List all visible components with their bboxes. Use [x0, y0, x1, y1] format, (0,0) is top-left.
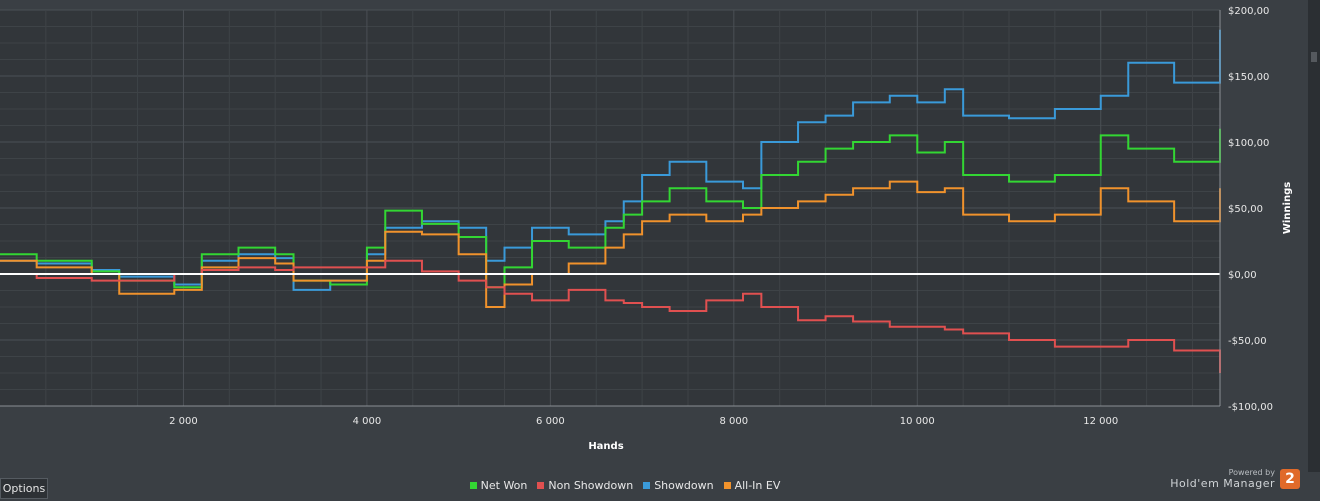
scrollbar[interactable]: [1308, 0, 1320, 472]
legend-swatch: [643, 482, 651, 489]
legend-item[interactable]: Non Showdown: [537, 479, 633, 492]
x-tick-label: 8 000: [720, 416, 749, 427]
series-line-non-showdown: [0, 259, 1221, 373]
x-tick-label: 10 000: [900, 416, 935, 427]
y-tick-label: $50,00: [1228, 204, 1263, 215]
legend-item[interactable]: Showdown: [643, 479, 714, 492]
x-tick-label: 12 000: [1083, 416, 1118, 427]
legend-swatch: [469, 482, 477, 489]
legend-label: Net Won: [480, 479, 528, 492]
x-axis-title: Hands: [588, 441, 623, 452]
powered-by-text: Powered by: [1228, 468, 1275, 477]
series-line-net-won: [0, 128, 1221, 289]
y-tick-label: -$50,00: [1228, 336, 1267, 347]
y-tick-label: -$100,00: [1228, 402, 1273, 413]
hem-logo-icon: 2: [1280, 469, 1300, 489]
y-axis-title: Winnings: [1282, 182, 1293, 234]
scrollbar-thumb[interactable]: [1311, 52, 1317, 62]
y-tick-label: $200,00: [1228, 6, 1269, 17]
legend-label: All-In EV: [734, 479, 781, 492]
y-tick-label: $0,00: [1228, 270, 1257, 281]
winnings-chart: $200,00 $150,00 $100,00 $50,00 $0,00 -$50,00 -…: [0, 6, 1293, 452]
legend-item[interactable]: All-In EV: [723, 479, 781, 492]
legend-swatch: [537, 482, 545, 489]
series-line-all-in-ev: [0, 180, 1221, 308]
branding: Powered by Hold'em Manager 2: [1170, 468, 1300, 490]
legend: Net Won Non Showdown Showdown All-In EV: [0, 479, 1250, 492]
legend-swatch: [723, 482, 731, 489]
options-button[interactable]: Options: [0, 478, 48, 499]
x-tick-label: 6 000: [536, 416, 565, 427]
brand-name: Hold'em Manager: [1170, 477, 1275, 490]
x-tick-label: 4 000: [353, 416, 382, 427]
x-tick-label: 2 000: [169, 416, 198, 427]
axes: $200,00 $150,00 $100,00 $50,00 $0,00 -$50,00 -…: [0, 6, 1273, 427]
legend-label: Non Showdown: [548, 479, 634, 492]
legend-label: Showdown: [654, 479, 714, 492]
y-tick-label: $150,00: [1228, 72, 1269, 83]
series-lines: [0, 29, 1221, 373]
legend-item[interactable]: Net Won: [469, 479, 528, 492]
y-tick-label: $100,00: [1228, 138, 1269, 149]
